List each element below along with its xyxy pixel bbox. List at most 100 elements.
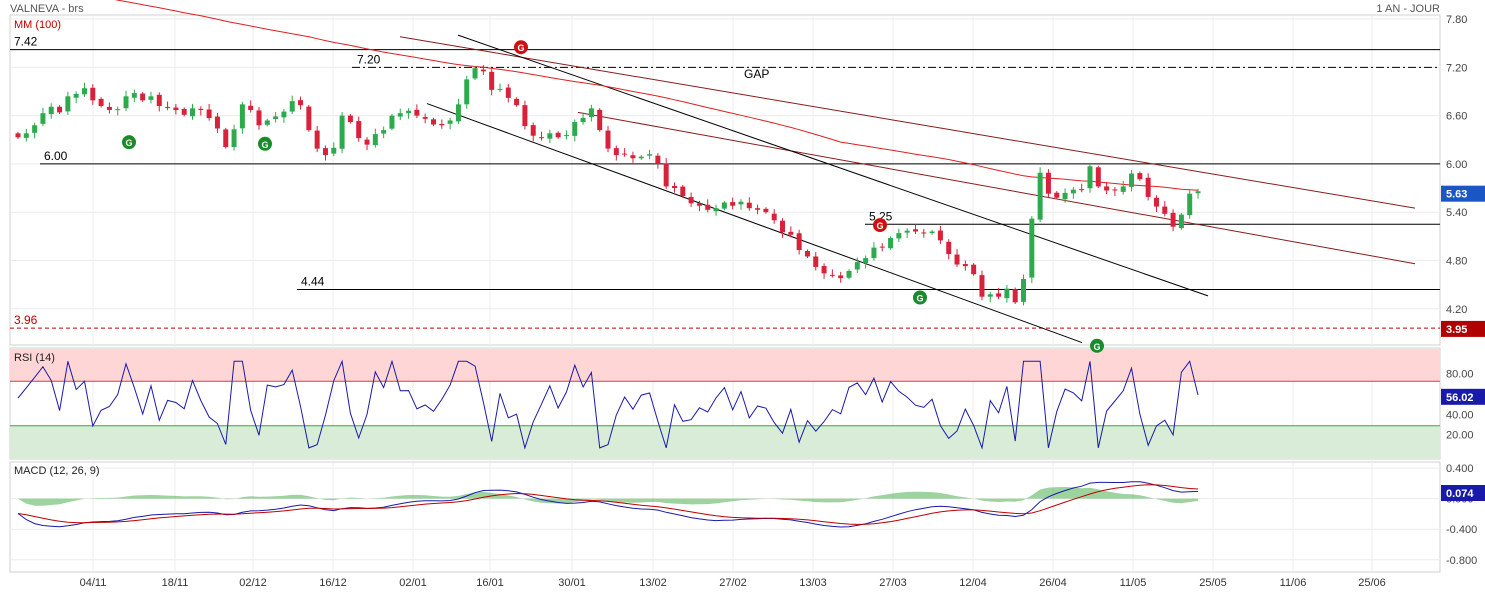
macd-lines [17, 481, 1199, 528]
x-tick-label: 27/03 [879, 577, 907, 589]
candle-body [372, 134, 378, 146]
candle-body [1178, 214, 1184, 229]
candle-body [1195, 191, 1201, 194]
candle-body [298, 100, 304, 106]
x-tick-label: 11/06 [1280, 577, 1307, 589]
level-label: 4.44 [301, 274, 325, 288]
candle-body [248, 105, 254, 110]
candle-body [331, 147, 337, 154]
candle-body [15, 133, 21, 138]
trend-line [457, 34, 1209, 297]
candle-body [1021, 279, 1027, 302]
macd-last-tag [1441, 485, 1485, 502]
candle-body [347, 115, 353, 123]
x-tick-label: 16/01 [476, 577, 504, 589]
g-marker-label: G [517, 43, 524, 53]
candle-body [713, 208, 719, 212]
candle-body [356, 121, 362, 139]
x-tick-label: 25/05 [1199, 577, 1227, 589]
candle-body [771, 213, 777, 221]
candle-body [1187, 193, 1193, 216]
candle-body [1104, 186, 1110, 191]
candle-body [655, 155, 661, 164]
panels-frame [9, 14, 1441, 573]
candle-body [647, 154, 653, 156]
g-marker [122, 135, 136, 150]
macd-label: MACD (12, 26, 9) [14, 465, 100, 477]
x-tick-label: 02/12 [239, 577, 267, 589]
candle-body [912, 229, 918, 232]
ma-line [114, 0, 1199, 191]
x-tick-label: 18/11 [162, 577, 189, 589]
candle-body [148, 96, 154, 100]
candle-body [547, 133, 553, 139]
rsi-overbought-zone [10, 349, 1440, 382]
candle-body [588, 108, 594, 118]
candle-body [306, 106, 312, 131]
rsi-tick-label: 20.00 [1446, 430, 1474, 442]
x-tick-label: 12/04 [959, 577, 987, 589]
y-tick-label: 4.80 [1446, 255, 1467, 267]
candle-body [996, 293, 1002, 297]
x-tick-label: 26/04 [1039, 577, 1067, 589]
candle-body [663, 163, 669, 187]
y-tick-label: 6.00 [1446, 159, 1467, 171]
period-label[interactable]: 1 AN - JOUR [1376, 3, 1440, 15]
candle-body [214, 116, 220, 129]
candle-body [1087, 166, 1093, 189]
candle-body [190, 108, 196, 117]
candle-body [630, 155, 636, 159]
candlesticks [15, 65, 1201, 306]
candle-body [863, 258, 869, 264]
signal-line [17, 484, 1199, 525]
candle-body [896, 233, 902, 239]
macd-histogram [18, 487, 1199, 506]
candle-body [746, 202, 752, 209]
g-marker-label: G [916, 294, 923, 304]
candle-body [40, 113, 46, 124]
trend-line [426, 103, 1083, 344]
candle-body [1129, 173, 1135, 187]
candle-body [181, 109, 187, 115]
last-price-tag [1441, 185, 1485, 202]
candle-body [57, 106, 63, 113]
y-tick-label: 7.20 [1446, 62, 1467, 74]
candle-body [1062, 192, 1068, 200]
candle-body [364, 139, 370, 145]
g-marker [514, 40, 528, 55]
candle-body [464, 79, 470, 105]
candle-body [1079, 189, 1085, 191]
candle-body [813, 256, 819, 267]
candle-body [804, 250, 810, 257]
g-marker [258, 136, 272, 151]
candle-body [921, 232, 927, 234]
candle-body [480, 69, 486, 72]
low-price-value: 3.95 [1446, 324, 1467, 336]
candle-body [846, 270, 852, 278]
candle-body [763, 208, 769, 213]
candle-body [563, 134, 569, 136]
moving-average-100 [114, 0, 1199, 191]
candle-body [597, 109, 603, 131]
candle-body [239, 104, 245, 129]
candle-body [871, 247, 877, 259]
y-tick-label: 7.80 [1446, 14, 1467, 26]
candle-body [339, 115, 345, 149]
candle-body [489, 71, 495, 90]
candle-body [937, 230, 943, 241]
candle-body [497, 89, 503, 91]
rsi-path [17, 359, 1199, 450]
g-markers: G G G G G G [122, 40, 1104, 353]
candle-body [281, 111, 287, 118]
y-tick-label: 4.20 [1446, 304, 1467, 316]
g-marker-label: G [876, 221, 883, 231]
candle-body [929, 231, 935, 234]
candle-body [422, 117, 428, 119]
candle-body [90, 87, 96, 101]
candle-body [256, 110, 262, 126]
rsi-tick-label: 80.00 [1446, 369, 1474, 381]
rsi-line [17, 359, 1199, 450]
macd-tick-label: -0.800 [1446, 555, 1477, 567]
g-marker [873, 218, 887, 233]
